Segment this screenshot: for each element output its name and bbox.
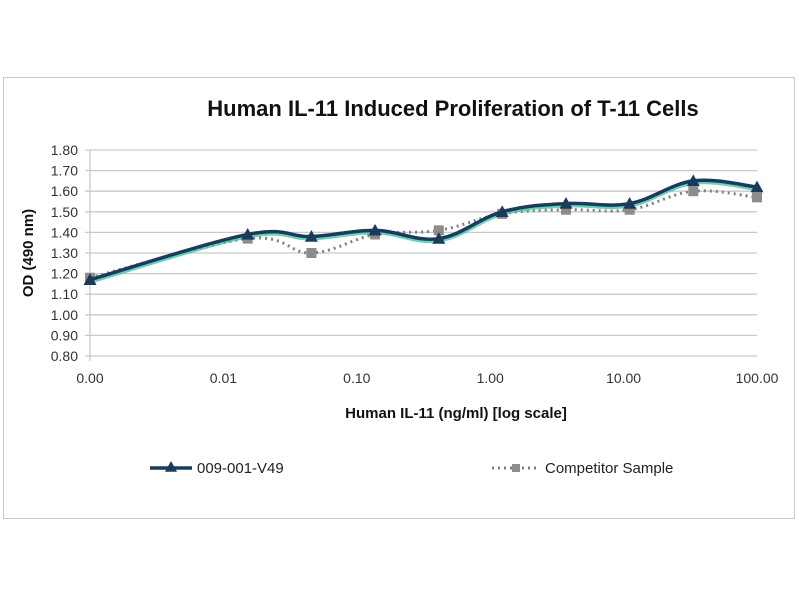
x-tick-label: 0.10 [343,370,370,386]
legend-label: 009-001-V49 [197,460,284,477]
legend-label: Competitor Sample [545,460,673,477]
data-point [304,230,318,242]
data-point [495,205,509,217]
data-point [83,273,97,285]
data-point [624,204,635,215]
data-point [560,204,571,215]
data-point [750,180,764,193]
y-tick-label: 1.20 [51,266,78,282]
y-tick-label: 1.30 [51,245,78,261]
data-point [559,197,573,209]
data-point [241,227,255,240]
series-1 [85,186,762,283]
x-axis-label: Human IL-11 (ng/ml) [log scale] [345,405,567,422]
data-point [686,174,700,187]
series-0 [83,174,764,285]
y-tick-label: 1.60 [51,183,78,199]
y-tick-label: 1.70 [51,163,78,179]
data-point [433,225,444,236]
data-point [623,197,637,209]
x-tick-label: 0.01 [210,370,237,386]
series-line [89,189,758,280]
legend-marker [165,461,177,472]
series-glow [89,180,758,284]
data-point [368,223,382,236]
y-tick-label: 0.90 [51,327,78,343]
chart-frame [3,77,795,519]
y-tick-label: 1.10 [51,286,78,302]
x-tick-label: 10.00 [606,370,641,386]
chart-title: Human IL-11 Induced Proliferation of T-1… [207,96,698,121]
data-point [432,232,446,244]
x-tick-label: 1.00 [477,370,504,386]
y-tick-label: 1.00 [51,307,78,323]
data-point [306,248,317,258]
legend-marker [512,464,520,472]
series-line [89,178,758,282]
y-axis-label: OD (490 nm) [20,209,37,297]
y-tick-label: 1.50 [51,204,78,220]
data-point [752,192,762,203]
y-tick-label: 1.80 [51,142,78,158]
y-tick-label: 1.40 [51,224,78,240]
x-tick-label: 0.00 [76,370,103,386]
y-tick-label: 0.80 [51,348,78,364]
data-point [688,186,699,197]
x-tick-label: 100.00 [736,370,779,386]
